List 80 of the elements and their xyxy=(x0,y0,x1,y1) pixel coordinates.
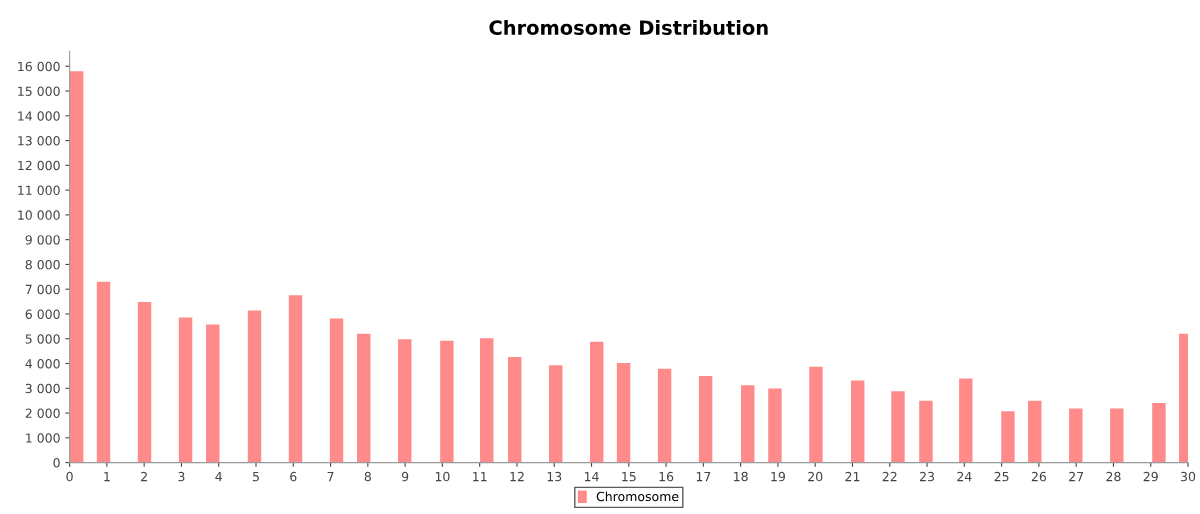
y-tick-label: 1 000 xyxy=(26,433,60,443)
x-tick-label: 30 xyxy=(1181,471,1196,482)
x-tick-label: 2 xyxy=(141,471,147,482)
bar xyxy=(206,324,220,463)
x-tick-label: 16 xyxy=(659,471,674,482)
y-tick-label: 3 000 xyxy=(25,383,60,394)
bar xyxy=(1028,400,1042,463)
x-tick-label: 23 xyxy=(920,471,934,482)
x-tick-label: 22 xyxy=(882,471,897,482)
x-tick-label: 18 xyxy=(734,471,748,482)
x-tick-label: 6 xyxy=(290,471,297,482)
bar xyxy=(850,380,865,463)
bar xyxy=(137,302,152,463)
bar xyxy=(698,375,713,463)
y-tick-label: 14 000 xyxy=(18,111,60,121)
bar xyxy=(741,385,755,463)
x-tick-label: 19 xyxy=(771,471,785,482)
bar xyxy=(480,338,494,463)
y-tick-label: 11 000 xyxy=(18,185,60,196)
bar xyxy=(247,310,262,463)
x-tick-label: 17 xyxy=(696,472,711,482)
y-tick-label: 12 000 xyxy=(18,160,60,171)
bar xyxy=(616,363,631,463)
chart-title: Chromosome Distribution xyxy=(489,19,768,36)
bar xyxy=(178,317,193,463)
bar xyxy=(1069,408,1083,463)
x-tick-label: 15 xyxy=(622,472,636,482)
x-tick-label: 9 xyxy=(401,471,409,482)
y-tick-label: 13 000 xyxy=(18,136,60,146)
x-tick-label: 13 xyxy=(547,471,562,482)
x-tick-label: 11 xyxy=(473,472,487,482)
bar xyxy=(1152,402,1166,463)
y-tick-label: 8 000 xyxy=(25,259,60,270)
bar xyxy=(1110,408,1124,463)
bar xyxy=(549,365,563,463)
y-tick-label: 9 000 xyxy=(25,235,60,245)
bar xyxy=(809,366,823,463)
bar xyxy=(96,281,111,463)
bar xyxy=(891,391,905,463)
bar xyxy=(329,318,344,463)
y-tick-label: 7 000 xyxy=(25,284,60,295)
bar xyxy=(959,378,973,463)
x-tick-label: 8 xyxy=(364,471,371,482)
legend-label: Chromosome xyxy=(596,491,679,502)
bar xyxy=(357,333,371,463)
x-tick-label: 0 xyxy=(66,471,73,482)
y-tick-label: 4 000 xyxy=(25,358,60,369)
x-tick-label: 28 xyxy=(1106,471,1121,482)
bar xyxy=(590,341,604,463)
bar xyxy=(657,368,672,463)
bar xyxy=(768,388,782,463)
x-tick-label: 10 xyxy=(435,471,450,482)
x-tick-label: 1 xyxy=(104,472,110,482)
y-tick-label: 5 000 xyxy=(25,334,60,344)
x-tick-label: 4 xyxy=(215,472,222,482)
x-tick-label: 5 xyxy=(252,472,259,482)
x-tick-label: 7 xyxy=(327,472,334,482)
bar xyxy=(398,339,412,463)
x-tick-label: 3 xyxy=(178,471,185,482)
x-tick-label: 26 xyxy=(1031,471,1047,482)
bar xyxy=(440,340,454,463)
bar xyxy=(288,295,303,463)
y-tick-label: 16 000 xyxy=(18,61,60,72)
y-tick-label: 10 000 xyxy=(18,210,60,220)
x-tick-label: 14 xyxy=(584,472,599,482)
bar xyxy=(508,357,522,463)
bar xyxy=(919,400,933,463)
x-tick-label: 20 xyxy=(808,471,823,482)
x-tick-label: 12 xyxy=(510,471,524,482)
bar xyxy=(1001,411,1015,463)
y-tick-label: 15 000 xyxy=(18,86,60,96)
x-tick-label: 24 xyxy=(957,471,972,482)
bar xyxy=(69,71,84,463)
x-tick-label: 29 xyxy=(1143,471,1158,482)
y-tick-label: 0 xyxy=(53,458,60,468)
x-tick-label: 25 xyxy=(994,471,1009,482)
x-tick-label: 21 xyxy=(845,471,860,482)
y-tick-label: 6 000 xyxy=(25,309,60,319)
y-tick-label: 2 000 xyxy=(25,408,60,418)
x-tick-label: 27 xyxy=(1069,471,1084,482)
